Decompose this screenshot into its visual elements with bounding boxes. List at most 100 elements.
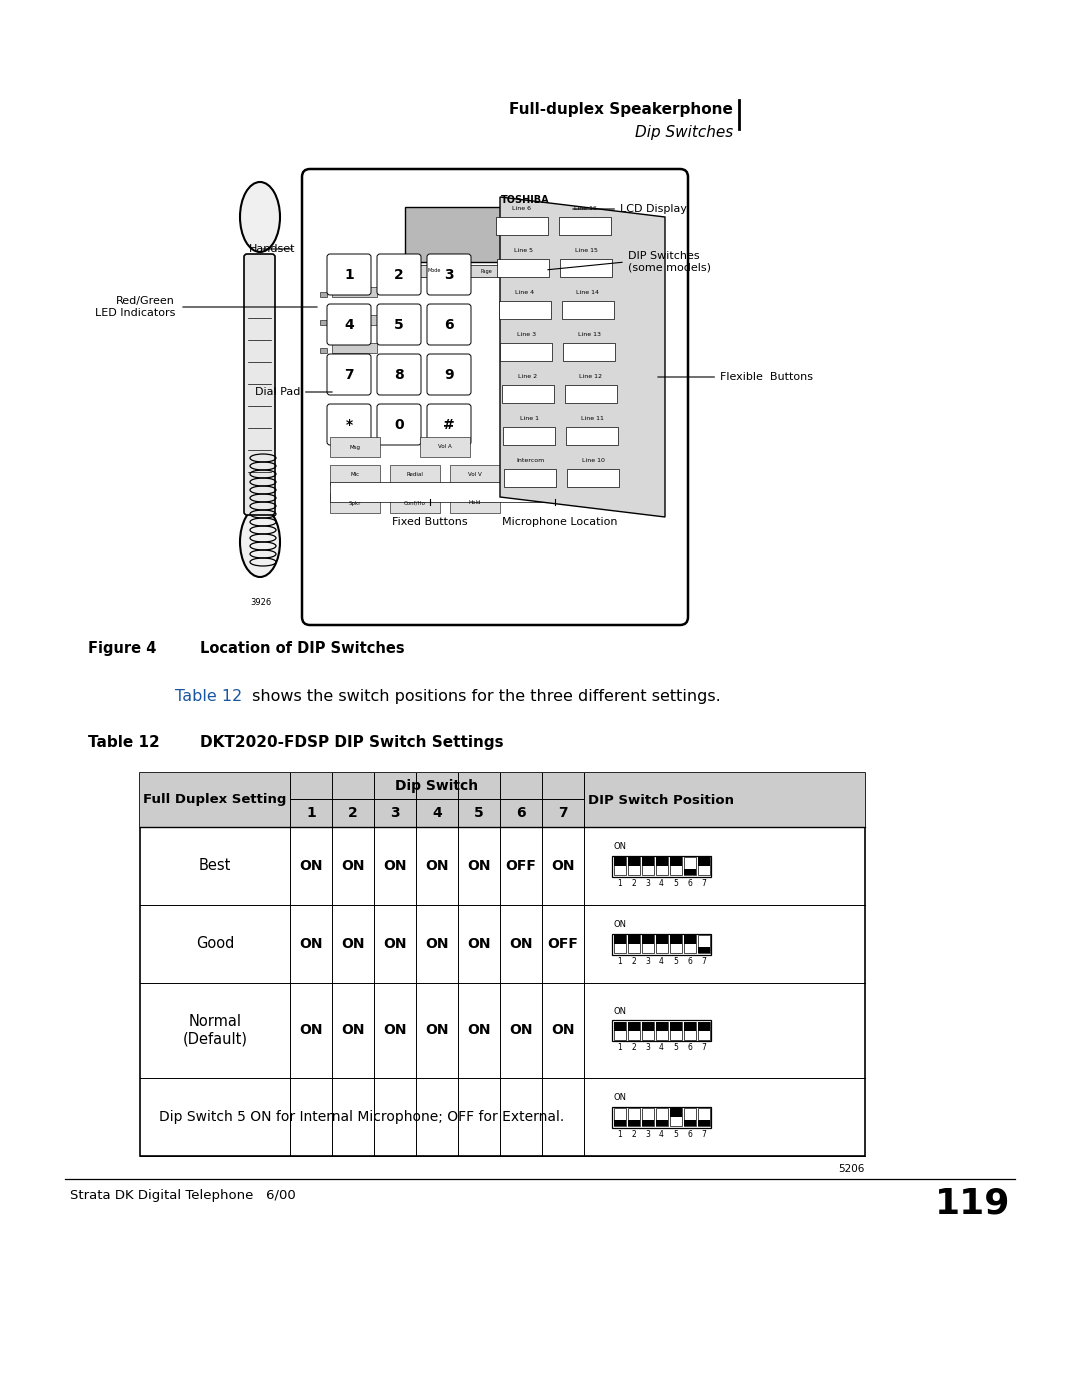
Text: 6: 6 — [444, 319, 454, 332]
Bar — [390, 493, 440, 513]
Bar — [642, 1118, 653, 1120]
Bar — [698, 944, 710, 947]
Text: Line 5: Line 5 — [514, 249, 532, 253]
Text: 4: 4 — [659, 957, 664, 965]
Text: 1: 1 — [345, 268, 354, 282]
Bar — [613, 1120, 625, 1126]
Text: ON: ON — [613, 921, 626, 929]
FancyBboxPatch shape — [244, 254, 275, 515]
Text: Strata DK Digital Telephone   6/00: Strata DK Digital Telephone 6/00 — [70, 1189, 296, 1201]
Bar — [698, 935, 710, 953]
Bar — [670, 1118, 681, 1126]
Bar — [627, 944, 639, 953]
Bar — [612, 855, 711, 876]
Bar — [565, 386, 617, 402]
Text: Scroll: Scroll — [531, 268, 544, 274]
Text: 6: 6 — [687, 1044, 692, 1052]
Text: 4: 4 — [432, 806, 442, 820]
Bar — [627, 866, 639, 875]
Bar — [670, 1108, 681, 1118]
Bar — [627, 935, 639, 953]
Bar — [642, 856, 653, 875]
Bar — [613, 1108, 625, 1118]
Bar — [684, 1108, 696, 1118]
Bar — [627, 856, 639, 866]
Bar — [390, 465, 440, 485]
Text: Vol V: Vol V — [468, 472, 482, 478]
Bar — [613, 1021, 625, 1039]
FancyBboxPatch shape — [427, 254, 471, 295]
Text: ON: ON — [613, 1092, 626, 1102]
Bar — [684, 866, 696, 869]
Text: Spkr: Spkr — [349, 500, 361, 506]
Text: 1: 1 — [617, 1130, 622, 1139]
Text: 4: 4 — [659, 879, 664, 888]
Bar — [684, 1120, 696, 1126]
Text: Table 12: Table 12 — [175, 689, 242, 704]
Bar — [656, 1120, 667, 1126]
Text: ON: ON — [613, 842, 626, 851]
Bar — [698, 1031, 710, 1039]
Bar — [670, 1021, 681, 1031]
Text: Line 10: Line 10 — [582, 458, 605, 462]
Text: ON: ON — [426, 859, 449, 873]
Bar — [627, 856, 639, 875]
Bar — [405, 207, 575, 263]
Bar — [613, 1118, 625, 1120]
Bar — [656, 935, 667, 944]
Bar — [684, 935, 696, 953]
Text: Red/Green
LED Indicators: Red/Green LED Indicators — [95, 296, 175, 317]
Bar — [501, 386, 554, 402]
Bar — [332, 286, 377, 298]
Text: Dial Pad: Dial Pad — [255, 387, 333, 397]
Bar — [627, 1021, 639, 1039]
Bar — [698, 866, 710, 875]
Bar — [503, 427, 555, 446]
Bar — [496, 217, 548, 235]
Bar — [642, 935, 653, 953]
Bar — [415, 265, 453, 277]
Text: Line 16: Line 16 — [573, 205, 596, 211]
Text: 5: 5 — [673, 957, 678, 965]
Text: 5: 5 — [394, 319, 404, 332]
Text: Flexible  Buttons: Flexible Buttons — [658, 372, 813, 381]
Bar — [613, 856, 625, 866]
Text: #: # — [443, 418, 455, 432]
Text: ON: ON — [299, 859, 323, 873]
FancyBboxPatch shape — [302, 169, 688, 624]
Text: 8: 8 — [394, 367, 404, 381]
Text: 3: 3 — [390, 806, 400, 820]
Text: 6: 6 — [687, 1130, 692, 1139]
Bar — [670, 856, 681, 866]
Bar — [670, 856, 681, 875]
Text: Line 3: Line 3 — [516, 332, 536, 337]
Bar — [613, 935, 625, 953]
Bar — [642, 856, 653, 866]
Text: ON: ON — [468, 1024, 490, 1038]
Bar — [332, 344, 377, 353]
Text: Intercom: Intercom — [516, 458, 544, 462]
Bar — [698, 1108, 710, 1126]
Text: LCD Display: LCD Display — [572, 204, 687, 214]
Bar — [698, 1021, 710, 1031]
Bar — [566, 427, 618, 446]
Text: ON: ON — [383, 937, 407, 951]
Ellipse shape — [240, 507, 280, 577]
Text: ON: ON — [613, 1006, 626, 1016]
FancyBboxPatch shape — [327, 305, 372, 345]
Text: Dip Switch 5 ON for Internal Microphone; OFF for External.: Dip Switch 5 ON for Internal Microphone;… — [160, 1111, 565, 1125]
Text: Dip Switch: Dip Switch — [395, 780, 478, 793]
Bar — [698, 856, 710, 866]
Bar — [562, 300, 613, 319]
Text: ON: ON — [341, 937, 365, 951]
Text: ON: ON — [510, 1024, 532, 1038]
Text: Good: Good — [195, 936, 234, 951]
Bar — [140, 773, 865, 1155]
Bar — [642, 935, 653, 944]
Bar — [515, 279, 545, 295]
Bar — [627, 1120, 639, 1126]
Text: Line 13: Line 13 — [578, 332, 600, 337]
Bar — [450, 493, 500, 513]
Bar — [656, 1021, 667, 1039]
Text: 2: 2 — [631, 879, 636, 888]
